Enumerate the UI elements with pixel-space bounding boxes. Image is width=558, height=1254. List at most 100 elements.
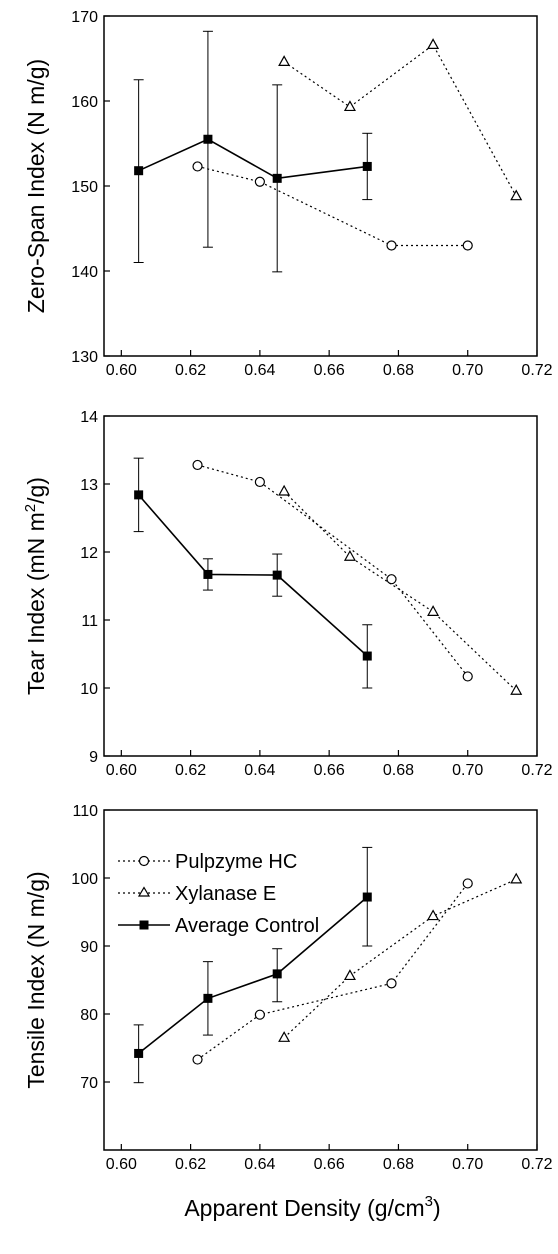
x-tick-label-tensile: 0.62 — [175, 1156, 206, 1173]
legend-label-control: Average Control — [175, 915, 319, 937]
point-xylanase-tear — [427, 605, 440, 616]
panel-zero-span: 0.60 0.62 0.64 0.66 0.68 0.70 0.72 130 140 150 160… — [23, 9, 553, 379]
series-control-tear — [133, 457, 373, 689]
point-xylanase-tear — [510, 683, 523, 695]
point-xylanase-tear — [278, 484, 291, 496]
line-pulpzyme-zero-span — [197, 165, 468, 247]
panels: 0.60 0.62 0.64 0.66 0.68 0.70 0.72 130 140 150 160… — [22, 9, 553, 1221]
point-xylanase-tear — [343, 550, 356, 561]
y-tick-label-zero-span: 170 — [71, 9, 98, 26]
y-tick-label-tear: 10 — [80, 681, 98, 698]
panel-tear: 0.60 0.62 0.64 0.66 0.68 0.70 0.72 9 10 11 12 13 14 T… — [22, 409, 553, 779]
x-tick-label-tensile: 0.66 — [314, 1156, 345, 1173]
line-pulpzyme-tensile — [197, 883, 469, 1061]
line-xylanase-tensile — [283, 878, 517, 1039]
x-tick-label-zero-span: 0.70 — [452, 362, 483, 379]
point-control-tear — [203, 569, 213, 579]
point-control-tensile — [203, 993, 213, 1003]
point-control-zero-span — [203, 134, 213, 144]
point-pulpzyme-tear — [462, 671, 473, 682]
x-tick-label-tear: 0.70 — [452, 762, 483, 779]
x-tick-label-tensile: 0.70 — [452, 1156, 483, 1173]
legend-label-pulpzyme: Pulpzyme HC — [175, 851, 297, 873]
point-pulpzyme-zero-span — [386, 240, 397, 251]
series-pulpzyme-tensile — [192, 878, 473, 1065]
x-tick-label-tensile: 0.68 — [383, 1156, 414, 1173]
point-control-tear — [362, 651, 372, 661]
x-tick-label-tensile: 0.60 — [106, 1156, 137, 1173]
point-control-zero-span — [362, 161, 372, 171]
line-control-zero-span — [138, 138, 368, 180]
legend-label-xylanase: Xylanase E — [175, 883, 276, 905]
y-tick-label-zero-span: 140 — [71, 264, 98, 281]
point-control-zero-span — [272, 173, 282, 183]
y-tick-label-tear: 11 — [81, 613, 98, 630]
series-xylanase-tear — [278, 484, 523, 695]
point-control-tear — [134, 490, 144, 500]
point-pulpzyme-tear — [386, 574, 397, 585]
y-tick-label-tensile: 80 — [80, 1007, 98, 1024]
line-control-tensile — [138, 896, 368, 1055]
x-tick-label-tear: 0.72 — [521, 762, 552, 779]
x-tick-label-zero-span: 0.60 — [106, 362, 137, 379]
legend-marker-xylanase — [137, 886, 151, 897]
series-xylanase-tensile — [278, 872, 523, 1042]
point-control-tear — [272, 570, 282, 580]
legend: Pulpzyme HC Xylanase E Average Control — [118, 851, 319, 937]
point-xylanase-zero-span — [343, 100, 356, 112]
point-pulpzyme-tensile — [254, 1009, 265, 1020]
x-tick-label-tear: 0.66 — [314, 762, 345, 779]
x-tick-label-tensile: 0.72 — [521, 1156, 552, 1173]
point-xylanase-tensile — [427, 909, 440, 921]
legend-item-control: Average Control — [118, 915, 319, 937]
point-pulpzyme-tensile — [192, 1054, 203, 1065]
x-tick-label-zero-span: 0.64 — [244, 362, 275, 379]
x-tick-label-tear: 0.68 — [383, 762, 414, 779]
plot-frame-tensile — [103, 809, 538, 1151]
legend-marker-control — [139, 920, 149, 930]
point-pulpzyme-tensile — [462, 878, 473, 889]
series-control-zero-span — [133, 30, 373, 273]
x-tick-label-zero-span: 0.68 — [383, 362, 414, 379]
y-tick-label-tensile: 90 — [80, 939, 98, 956]
point-pulpzyme-zero-span — [254, 176, 265, 187]
line-xylanase-tear — [283, 491, 517, 692]
x-tick-label-zero-span: 0.66 — [314, 362, 345, 379]
legend-marker-pulpzyme — [138, 855, 150, 867]
point-pulpzyme-tensile — [386, 978, 397, 989]
x-tick-label-tear: 0.60 — [106, 762, 137, 779]
plot-frame-tear — [103, 415, 538, 757]
series-control-tensile — [133, 846, 373, 1084]
point-pulpzyme-tear — [192, 459, 203, 471]
y-tick-label-tear: 14 — [80, 409, 98, 426]
line-control-tear — [137, 494, 368, 657]
x-tick-label-zero-span: 0.72 — [521, 362, 552, 379]
series-xylanase-zero-span — [278, 38, 523, 201]
legend-item-pulpzyme: Pulpzyme HC — [118, 851, 297, 873]
line-pulpzyme-tear — [197, 464, 469, 677]
y-tick-label-tear: 12 — [80, 545, 98, 562]
point-pulpzyme-zero-span — [192, 161, 203, 172]
y-tick-label-tensile: 70 — [80, 1075, 98, 1092]
point-pulpzyme-zero-span — [462, 240, 473, 251]
y-tick-label-tear: 13 — [80, 477, 98, 494]
y-axis-label-zero-span: Zero-Span Index (N m/g) — [23, 59, 49, 313]
x-tick-label-tensile: 0.64 — [244, 1156, 275, 1173]
series-pulpzyme-zero-span — [192, 161, 473, 251]
series-pulpzyme-tear — [192, 459, 473, 682]
y-tick-label-tensile: 110 — [72, 803, 98, 820]
point-xylanase-zero-span — [510, 189, 523, 201]
panel-tensile: 0.60 0.62 0.64 0.66 0.68 0.70 0.72 70 80 90 100 110… — [23, 803, 553, 1221]
y-tick-label-tensile: 100 — [71, 871, 98, 888]
plot-frame-zero-span — [103, 15, 538, 357]
x-tick-label-tear: 0.62 — [175, 762, 206, 779]
legend-item-xylanase: Xylanase E — [118, 883, 276, 905]
y-tick-label-zero-span: 160 — [71, 94, 98, 111]
point-xylanase-zero-span — [427, 38, 440, 49]
x-tick-label-tear: 0.64 — [244, 762, 275, 779]
point-control-tensile — [272, 969, 282, 979]
point-pulpzyme-tear — [254, 476, 265, 488]
point-xylanase-tensile — [510, 872, 523, 884]
y-tick-label-zero-span: 130 — [71, 349, 98, 366]
